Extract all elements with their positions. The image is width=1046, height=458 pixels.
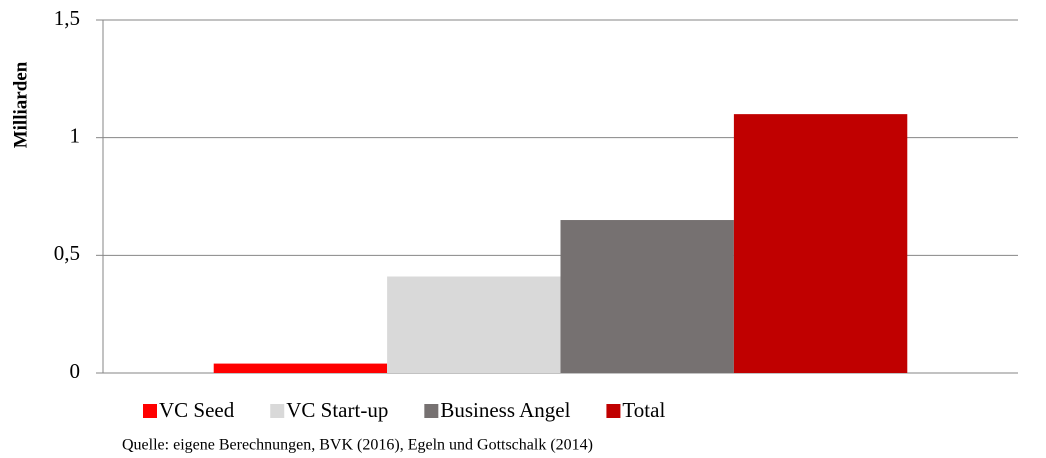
legend-swatch — [270, 404, 285, 418]
legend-label: VC Start-up — [286, 398, 388, 422]
bar — [733, 114, 908, 373]
legend-label: Total — [622, 398, 665, 422]
legend-swatch — [143, 404, 157, 418]
legend-swatch — [424, 404, 439, 418]
source-note: Quelle: eigene Berechnungen, BVK (2016),… — [122, 437, 593, 454]
y-tick-label: 1,5 — [54, 6, 80, 30]
bar — [387, 276, 561, 373]
legend-label: VC Seed — [159, 398, 235, 422]
y-tick-label: 1 — [70, 123, 81, 147]
legend-swatch — [606, 404, 621, 418]
bar — [213, 363, 388, 373]
y-tick-label: 0 — [70, 359, 81, 383]
bar — [560, 220, 734, 373]
y-tick-label: 0,5 — [54, 241, 80, 265]
y-axis-label: Milliarden — [10, 61, 31, 148]
legend-label: Business Angel — [440, 398, 570, 422]
